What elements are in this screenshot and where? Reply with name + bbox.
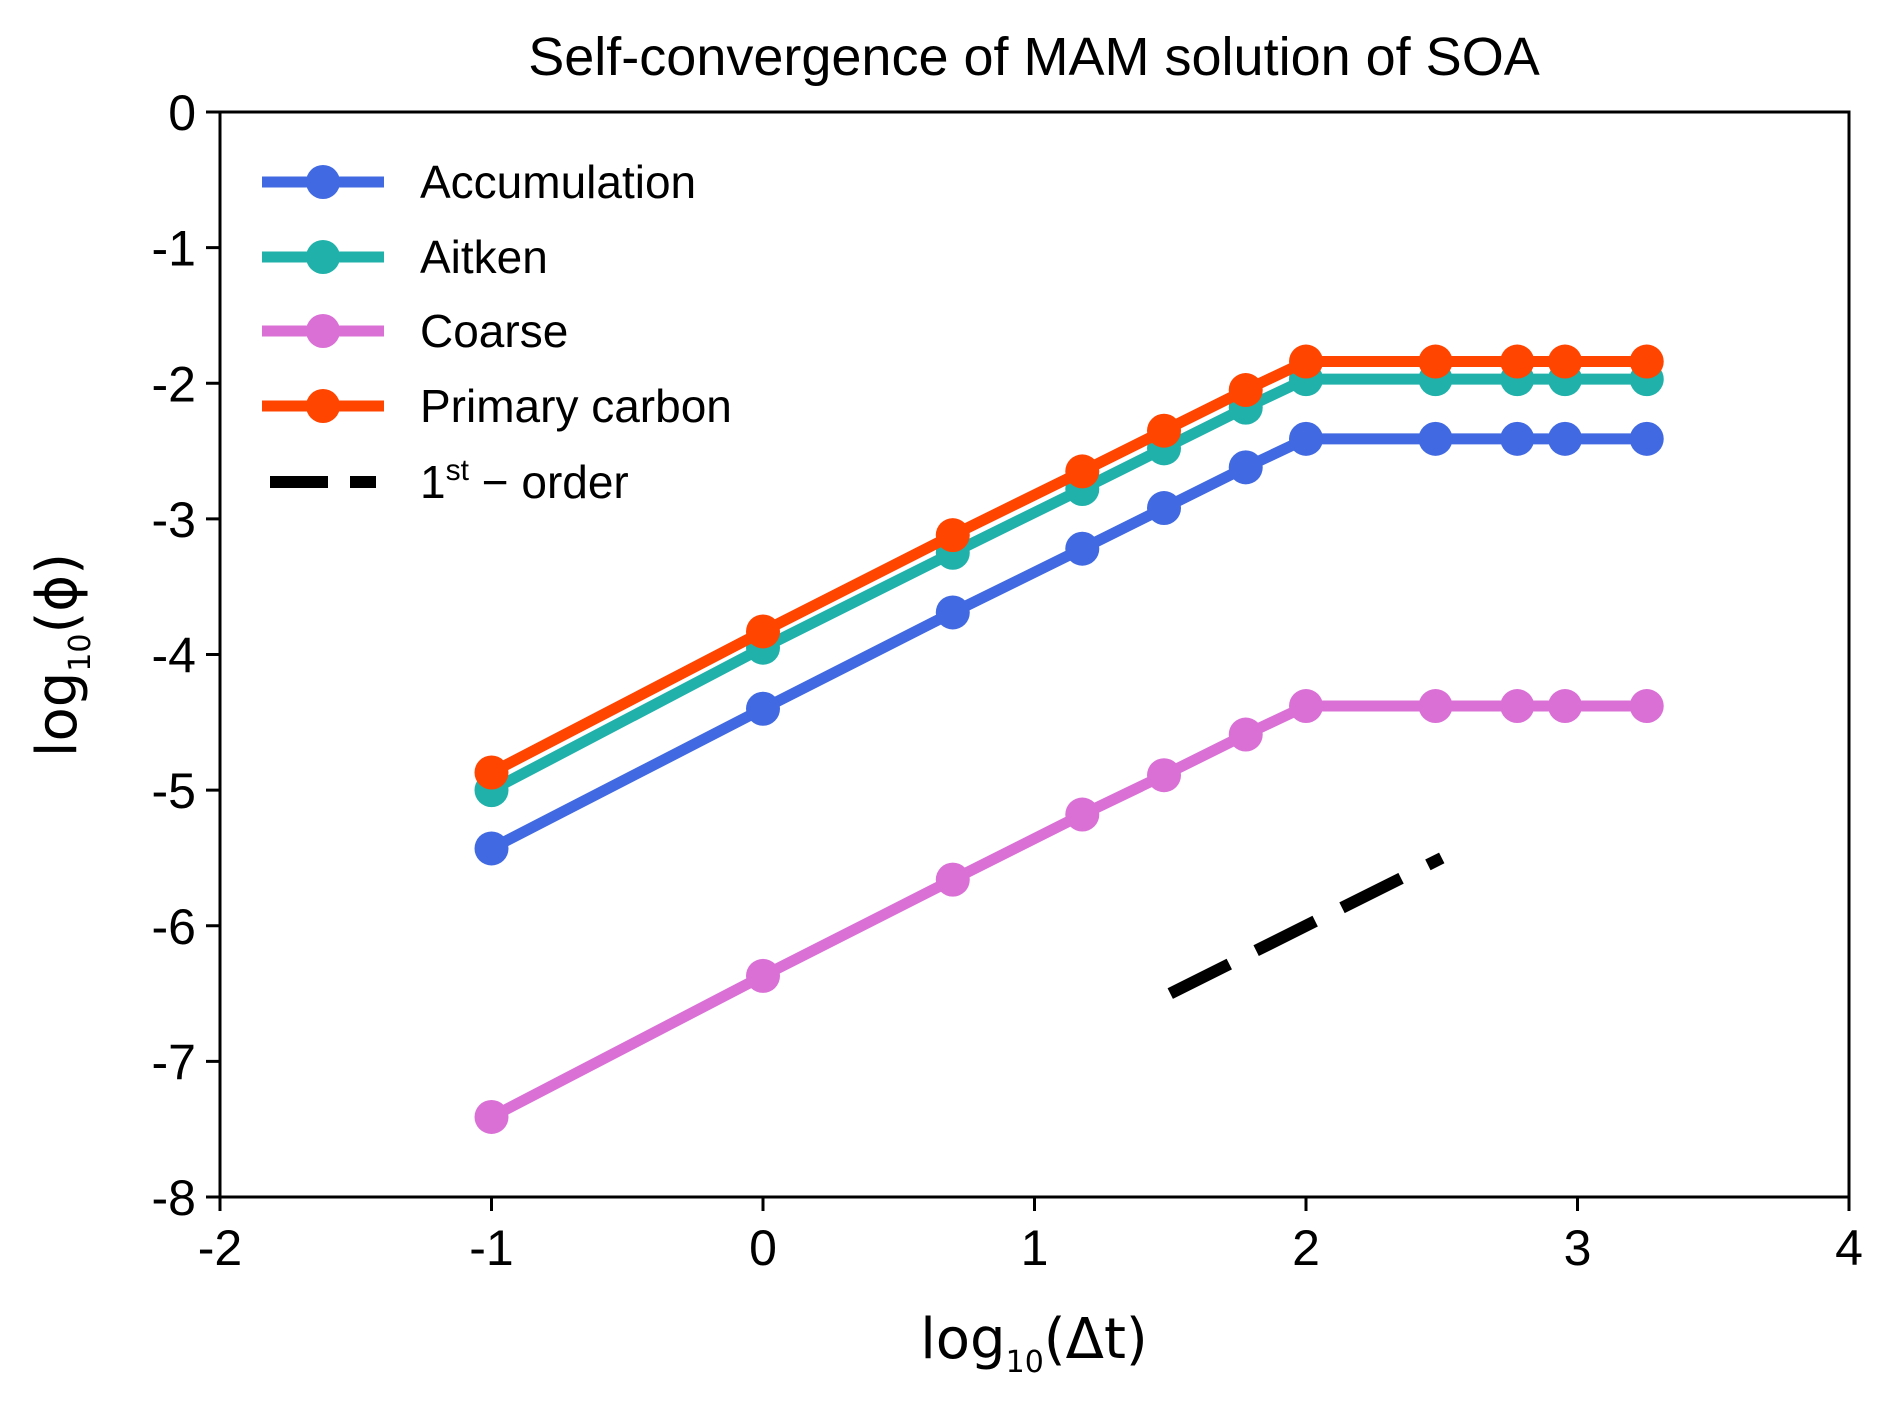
y-axis-label: log10(ϕ) bbox=[25, 553, 98, 757]
y-axis-label-base: log bbox=[25, 672, 90, 757]
data-point bbox=[935, 862, 970, 897]
legend-label: Coarse bbox=[420, 305, 568, 357]
data-point bbox=[1548, 689, 1583, 724]
data-point bbox=[1065, 454, 1100, 489]
x-axis-label-base: log bbox=[920, 1307, 1005, 1372]
x-axis-label-arg: (Δt) bbox=[1044, 1307, 1148, 1372]
y-tick-label: -5 bbox=[152, 763, 196, 819]
first-order-reference-line bbox=[1167, 852, 1445, 999]
data-point bbox=[1629, 344, 1664, 379]
y-tick-label: -1 bbox=[152, 221, 196, 277]
legend-label: Primary carbon bbox=[420, 380, 732, 432]
data-point bbox=[1147, 491, 1182, 526]
data-point bbox=[746, 614, 780, 649]
y-tick-label: -8 bbox=[152, 1170, 196, 1226]
legend-label-first-order: 1st − order bbox=[420, 454, 629, 508]
data-point bbox=[1147, 758, 1182, 793]
y-axis-label-sub: 10 bbox=[63, 634, 98, 672]
data-point bbox=[1548, 421, 1583, 456]
x-tick-label: -2 bbox=[198, 1220, 242, 1276]
data-point bbox=[1629, 421, 1664, 456]
legend-swatch-marker bbox=[306, 165, 340, 199]
y-tick-label: -7 bbox=[152, 1034, 196, 1090]
data-point bbox=[935, 595, 970, 630]
y-tick-label: -2 bbox=[152, 356, 196, 412]
data-point bbox=[1500, 421, 1535, 456]
data-point bbox=[1418, 344, 1453, 379]
series-primary-carbon bbox=[474, 344, 1664, 790]
data-point bbox=[1065, 531, 1100, 566]
data-point bbox=[474, 1099, 509, 1134]
data-point bbox=[746, 958, 780, 993]
data-point bbox=[1418, 689, 1453, 724]
legend-swatch-marker bbox=[306, 389, 340, 423]
legend-label-first-order-rest: − order bbox=[469, 456, 629, 508]
data-point bbox=[1289, 689, 1323, 724]
data-point bbox=[935, 518, 970, 553]
y-axis-label-arg: (ϕ) bbox=[25, 553, 90, 634]
x-axis-label: log10(Δt) bbox=[920, 1307, 1148, 1380]
legend-label: Accumulation bbox=[420, 156, 696, 208]
x-axis: -2 -1 0 1 2 3 4 bbox=[198, 1197, 1863, 1276]
series-layer bbox=[474, 344, 1664, 1134]
data-point bbox=[1289, 421, 1323, 456]
data-point bbox=[1500, 344, 1535, 379]
data-point bbox=[1500, 689, 1535, 724]
chart-title: Self-convergence of MAM solution of SOA bbox=[528, 27, 1539, 87]
x-tick-label: 3 bbox=[1564, 1220, 1592, 1276]
data-point bbox=[474, 831, 509, 866]
x-tick-label: -1 bbox=[469, 1220, 513, 1276]
y-axis: -8 -7 -6 -5 -4 -3 -2 -1 0 bbox=[152, 85, 220, 1226]
data-point bbox=[1228, 717, 1263, 752]
data-point bbox=[1548, 344, 1583, 379]
legend-label-first-order-base: 1 bbox=[420, 456, 446, 508]
data-point bbox=[746, 691, 780, 726]
legend: Accumulation Aitken Coarse Primary carbon 1s… bbox=[262, 156, 732, 508]
y-tick-label: -4 bbox=[152, 628, 196, 684]
x-tick-label: 0 bbox=[749, 1220, 777, 1276]
data-point bbox=[1228, 373, 1263, 408]
data-point bbox=[1289, 344, 1323, 379]
data-point bbox=[1065, 797, 1100, 832]
legend-label: Aitken bbox=[420, 231, 548, 283]
y-tick-label: -3 bbox=[152, 492, 196, 548]
y-tick-label: 0 bbox=[168, 85, 196, 141]
x-tick-label: 4 bbox=[1835, 1220, 1863, 1276]
legend-label-first-order-sup: st bbox=[446, 454, 470, 487]
legend-swatch-marker bbox=[306, 314, 340, 348]
data-point bbox=[1418, 421, 1453, 456]
x-tick-label: 1 bbox=[1021, 1220, 1049, 1276]
reference-layer bbox=[1167, 852, 1445, 999]
x-axis-label-sub: 10 bbox=[1006, 1345, 1044, 1380]
series-accumulation bbox=[474, 421, 1664, 866]
data-point bbox=[1147, 413, 1182, 448]
x-tick-label: 2 bbox=[1292, 1220, 1320, 1276]
data-point bbox=[1629, 689, 1664, 724]
data-point bbox=[1228, 450, 1263, 485]
legend-swatch-marker bbox=[306, 240, 340, 274]
series-coarse bbox=[474, 689, 1664, 1134]
y-tick-label: -6 bbox=[152, 899, 196, 955]
data-point bbox=[474, 755, 509, 790]
